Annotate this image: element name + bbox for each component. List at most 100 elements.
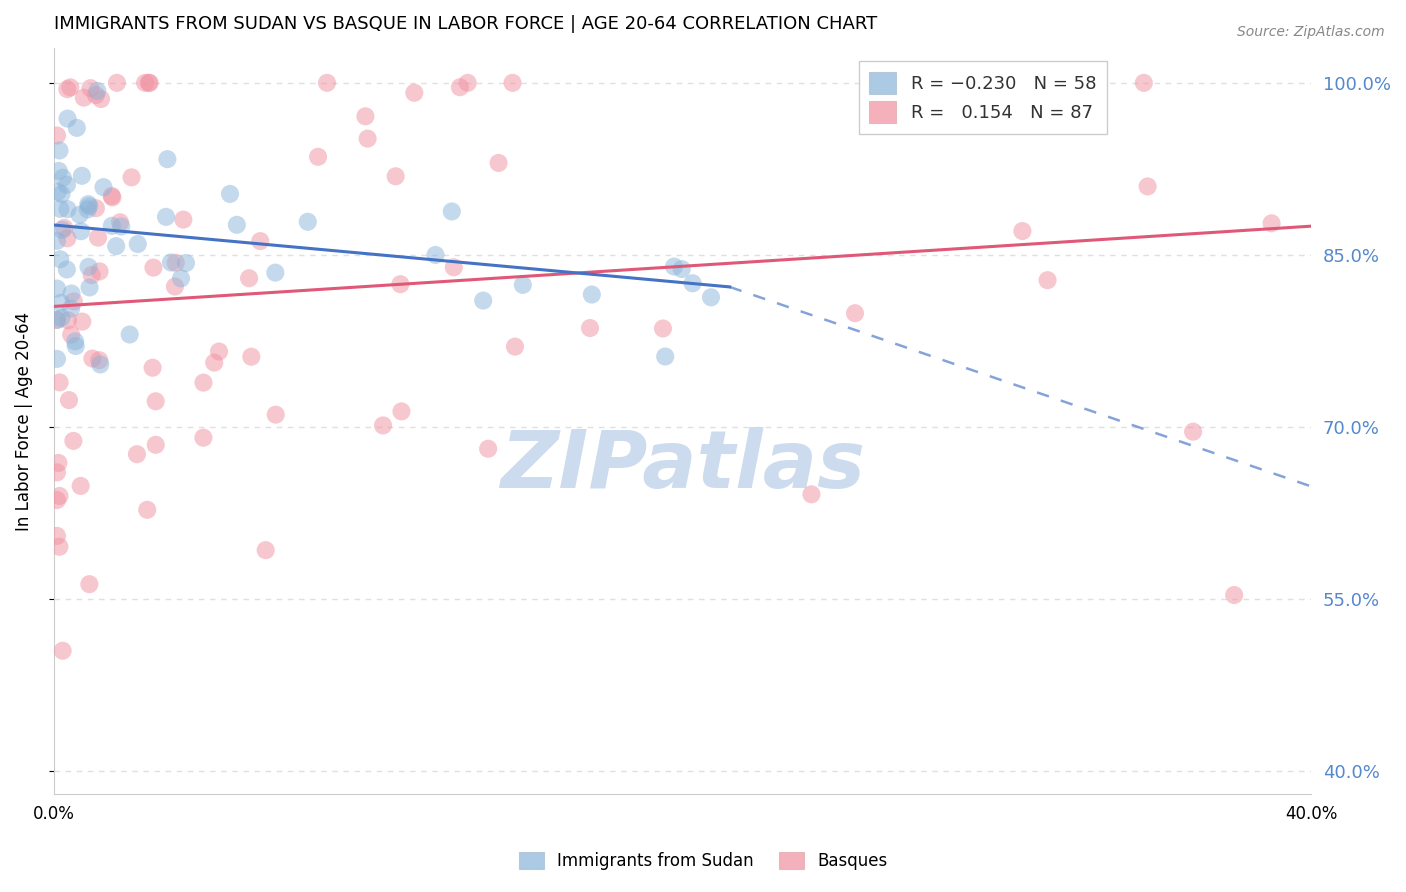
Point xyxy=(1223,588,1246,602)
Point xyxy=(238,271,260,285)
Point xyxy=(48,540,70,554)
Point xyxy=(127,237,149,252)
Point xyxy=(79,280,101,294)
Point xyxy=(219,186,242,201)
Point xyxy=(193,431,215,445)
Point xyxy=(101,219,124,233)
Point xyxy=(1011,224,1033,238)
Point xyxy=(77,197,100,211)
Point xyxy=(121,170,143,185)
Point xyxy=(89,353,111,368)
Point xyxy=(63,334,86,349)
Point xyxy=(89,264,111,278)
Point xyxy=(354,109,377,123)
Point xyxy=(404,86,426,100)
Point xyxy=(163,279,186,293)
Text: Source: ZipAtlas.com: Source: ZipAtlas.com xyxy=(1237,25,1385,39)
Legend: R = −0.230   N = 58, R =   0.154   N = 87: R = −0.230 N = 58, R = 0.154 N = 87 xyxy=(859,62,1108,134)
Point xyxy=(52,644,75,658)
Point xyxy=(58,393,80,408)
Point xyxy=(51,310,73,325)
Point xyxy=(72,315,94,329)
Point xyxy=(56,231,79,245)
Point xyxy=(249,234,271,248)
Point xyxy=(46,466,69,480)
Point xyxy=(100,189,122,203)
Point xyxy=(73,90,96,104)
Point xyxy=(84,88,107,103)
Point xyxy=(844,306,866,320)
Point xyxy=(77,260,100,274)
Point xyxy=(46,282,69,296)
Point xyxy=(48,376,70,390)
Point xyxy=(69,479,91,493)
Point xyxy=(48,456,70,470)
Point xyxy=(477,442,499,456)
Point xyxy=(56,262,79,277)
Point xyxy=(84,201,107,215)
Point xyxy=(581,287,603,301)
Point xyxy=(53,220,76,235)
Point xyxy=(662,260,685,274)
Point xyxy=(155,210,177,224)
Point xyxy=(56,82,79,96)
Point xyxy=(142,260,165,275)
Point xyxy=(110,219,132,234)
Point xyxy=(652,321,675,335)
Point xyxy=(654,350,676,364)
Point xyxy=(66,120,89,135)
Point xyxy=(1133,76,1156,90)
Point xyxy=(62,434,84,448)
Point xyxy=(872,76,894,90)
Point xyxy=(46,351,69,366)
Point xyxy=(46,313,69,327)
Point xyxy=(46,185,69,199)
Point xyxy=(65,339,87,353)
Point xyxy=(82,351,104,366)
Point xyxy=(1260,216,1282,230)
Point xyxy=(48,144,70,158)
Point xyxy=(105,239,128,253)
Point xyxy=(240,350,263,364)
Point xyxy=(671,262,693,277)
Point xyxy=(46,493,69,508)
Point xyxy=(682,277,704,291)
Point xyxy=(1036,273,1059,287)
Point xyxy=(264,266,287,280)
Point xyxy=(51,223,73,237)
Point xyxy=(105,76,128,90)
Point xyxy=(503,340,526,354)
Point xyxy=(202,356,225,370)
Point xyxy=(77,199,100,213)
Point xyxy=(69,208,91,222)
Point xyxy=(145,438,167,452)
Point xyxy=(700,290,723,304)
Legend: Immigrants from Sudan, Basques: Immigrants from Sudan, Basques xyxy=(513,847,893,875)
Point xyxy=(1136,179,1159,194)
Point xyxy=(1182,425,1205,439)
Point xyxy=(138,76,160,90)
Point xyxy=(56,313,79,327)
Point xyxy=(472,293,495,308)
Point xyxy=(56,202,79,216)
Point xyxy=(101,190,124,204)
Point xyxy=(145,394,167,409)
Point xyxy=(87,230,110,244)
Point xyxy=(174,256,197,270)
Point xyxy=(125,447,148,461)
Point xyxy=(60,301,83,316)
Point xyxy=(193,376,215,390)
Point xyxy=(79,577,101,591)
Point xyxy=(118,327,141,342)
Point xyxy=(371,418,394,433)
Point xyxy=(449,80,471,95)
Point xyxy=(59,80,82,95)
Point xyxy=(49,202,72,216)
Point xyxy=(384,169,406,184)
Point xyxy=(254,543,277,558)
Point xyxy=(89,358,111,372)
Point xyxy=(48,164,70,178)
Point xyxy=(579,321,602,335)
Point xyxy=(502,76,524,90)
Point xyxy=(297,215,319,229)
